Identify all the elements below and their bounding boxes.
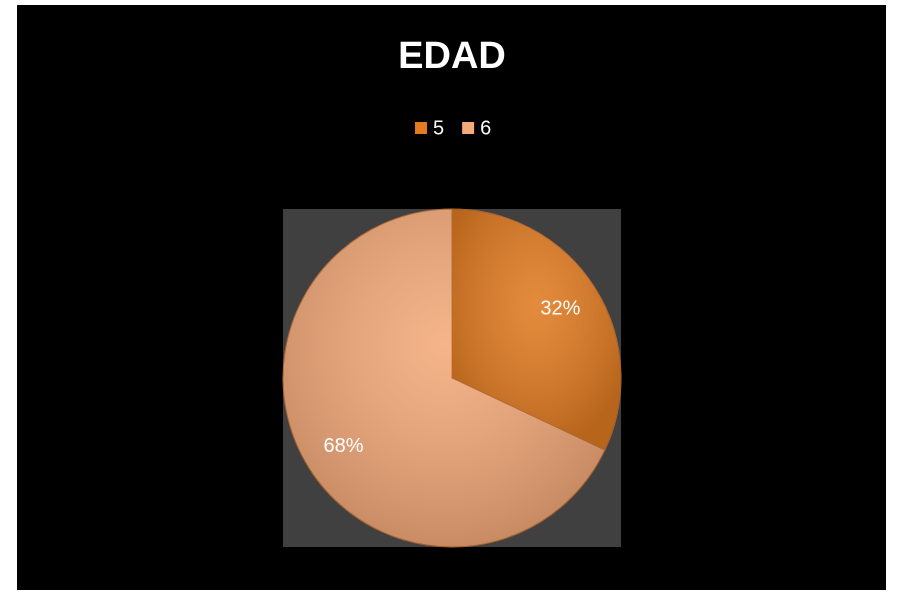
chart-title: EDAD	[398, 35, 506, 77]
data-label: 68%	[324, 435, 364, 457]
data-label: 32%	[540, 297, 580, 319]
legend-marker	[462, 122, 475, 134]
slice-shade	[283, 209, 605, 547]
slice-shade	[452, 209, 621, 450]
legend-marker	[415, 122, 427, 134]
legend-label: 5	[433, 117, 444, 139]
legend-label: 6	[480, 117, 491, 139]
